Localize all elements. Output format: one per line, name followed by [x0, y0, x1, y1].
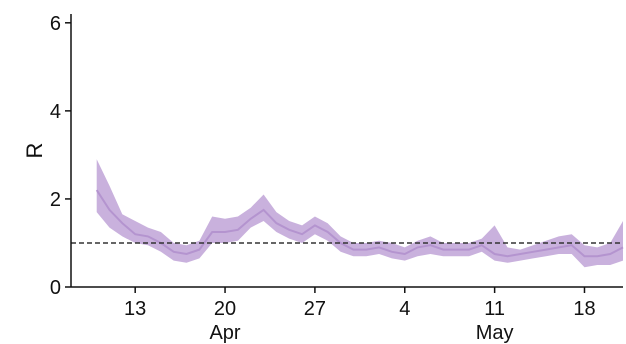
y-axis-title: R	[22, 143, 47, 159]
x-tick-label: 13	[124, 298, 146, 320]
x-tick-label: 20	[214, 298, 236, 320]
x-tick-label: 11	[484, 298, 505, 320]
x-axis-ticks: 13 20 27 4 11 18	[124, 287, 596, 320]
confidence-band	[96, 159, 623, 268]
r-series-line	[95, 189, 624, 258]
x-tick-label: 27	[304, 298, 326, 320]
y-axis-ticks: 0 2 4 6	[50, 13, 71, 299]
x-tick-label: 4	[399, 298, 410, 320]
y-tick-label: 2	[50, 189, 61, 211]
plot-area	[71, 159, 624, 268]
y-tick-label: 4	[50, 101, 61, 123]
x-tick-label: 18	[573, 298, 595, 320]
y-tick-label: 6	[50, 13, 61, 35]
month-label: May	[476, 322, 514, 344]
month-label: Apr	[209, 322, 240, 344]
month-labels: Apr May	[209, 322, 513, 344]
y-tick-label: 0	[50, 277, 61, 299]
